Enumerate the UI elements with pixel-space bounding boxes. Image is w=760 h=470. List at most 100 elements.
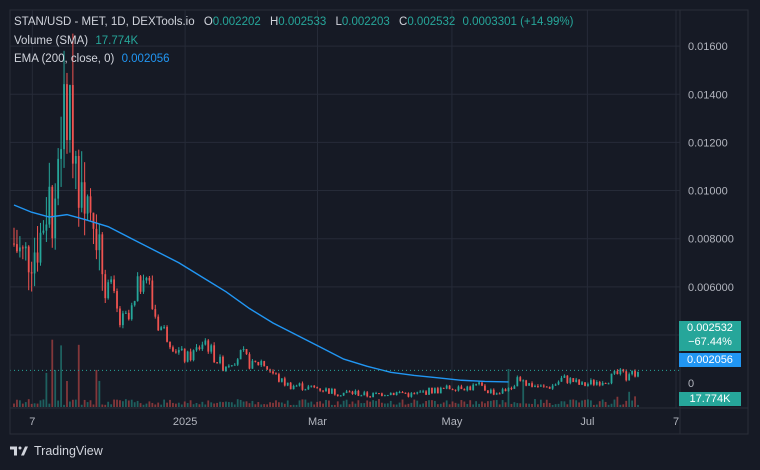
candle-down [578,379,581,385]
candle-up [581,382,583,385]
volume-bar [95,369,98,407]
volume-bar [180,404,183,407]
y-tick-label: 0.01400 [688,89,728,101]
volume-legend[interactable]: Volume (SMA) 17.774K [14,35,138,47]
candle-down [463,389,466,391]
candle-up [80,182,83,208]
volume-bar [548,403,551,407]
volume-bar [578,402,581,407]
volume-bar [631,400,634,407]
volume-bar [478,403,480,407]
high-key: H [269,16,279,28]
volume-bar [51,339,54,407]
volume-bar [83,399,86,407]
volume-bar [428,400,430,407]
candle-up [60,149,62,159]
candle-down [392,392,395,396]
x-tick-label: 7 [673,416,679,428]
volume-bar [425,401,427,407]
volume-bar [269,402,271,407]
volume-bar [39,400,42,407]
volume-bar [257,402,260,407]
volume-bar [48,403,51,407]
x-tick-label: 7 [29,416,35,428]
symbol-title: STAN/USD - MET, 1D, DEXTools.io [14,16,195,28]
candle-up [601,383,604,386]
tradingview-branding[interactable]: TradingView [10,444,103,458]
volume-bar [431,400,433,407]
volume-bar [616,396,619,407]
candle-down [545,386,548,388]
candle-up [595,382,598,385]
volume-bar [345,399,348,407]
volume-zero-label: 0 [688,378,695,390]
volume-bar [566,404,569,407]
volume-bar [45,372,48,407]
volume-bar [154,404,157,407]
volume-bar [122,401,124,407]
volume-bar [133,402,136,407]
ema-price-badge: 0.002056 [679,353,741,367]
candle-up [251,360,254,369]
volume-bar [366,400,369,407]
volume-bar [360,403,363,407]
volume-bar [492,400,495,407]
candle-up [478,382,480,385]
volume-bar [510,403,513,407]
candle-up [98,234,101,251]
volume-bar [189,400,192,407]
volume-bar [607,404,610,407]
candle-down [454,389,457,391]
volume-bar [325,399,327,407]
volume-bar [472,404,475,407]
candle-down [71,85,74,164]
candle-down [592,380,595,385]
volume-bar [301,399,304,407]
tradingview-logo-icon [10,446,28,456]
x-tick-label: 2025 [173,416,197,428]
close-value: 0.002532 [407,16,456,28]
candle-up [180,348,183,351]
volume-bar [601,399,604,407]
volume-bar [445,400,448,407]
volume-bar [233,404,236,407]
volume-bar [619,404,622,407]
volume-bar [304,399,307,407]
candle-up [325,388,327,392]
volume-bar [436,404,439,407]
volume-bar [333,404,336,407]
candle-up [192,350,195,361]
candle-down [13,243,15,245]
candle-down [172,347,174,352]
y-tick-label: 0.01600 [688,41,728,53]
candle-up [363,392,366,396]
candle-down [604,383,607,385]
candle-down [348,391,351,393]
candle-up [204,340,207,345]
volume-bar [177,402,180,407]
low-value: 0.002203 [341,16,390,28]
candle-down [572,378,575,382]
candle-up [236,359,239,365]
volume-bar [513,402,516,407]
candle-up [439,387,442,394]
volume-bar [328,400,330,407]
volume-bar [80,404,83,407]
ema-legend[interactable]: EMA (200, close, 0) 0.002056 [14,53,170,65]
volume-bar [563,401,566,407]
volume-bar [439,403,442,407]
volume-bar [422,403,425,407]
candle-up [339,395,342,397]
volume-bar [98,380,101,407]
candle-up [242,349,245,351]
candle-up [395,392,398,396]
volume-bar [407,403,410,407]
candle-down [257,361,260,366]
volume-bar [354,403,357,407]
candle-down [263,361,266,367]
candle-up [124,312,127,314]
candle-down [548,387,551,389]
candle-down [119,308,121,326]
candle-down [413,393,416,395]
